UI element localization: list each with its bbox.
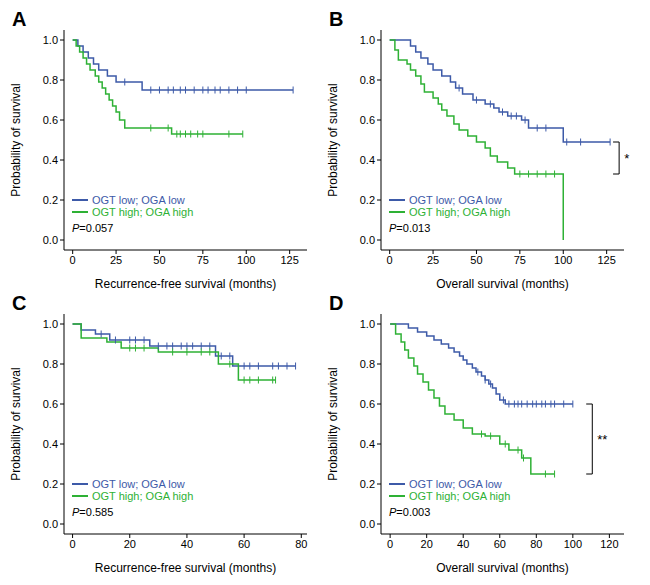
svg-text:125: 125 — [597, 254, 615, 266]
html-text:OGT low; OGA low: OGT low; OGA low — [409, 194, 502, 206]
svg-text:40: 40 — [181, 538, 193, 550]
html-text:A: A — [12, 8, 27, 30]
svg-text:0.8: 0.8 — [360, 358, 375, 370]
svg-text:20: 20 — [124, 538, 136, 550]
svg-text:0.2: 0.2 — [360, 478, 375, 490]
svg-text:1.0: 1.0 — [43, 34, 58, 46]
svg-text:0.6: 0.6 — [360, 114, 375, 126]
html-text:OGT high; OGA high: OGT high; OGA high — [92, 206, 194, 218]
html-text:B: B — [329, 8, 344, 30]
svg-text:50: 50 — [153, 254, 165, 266]
html-text:OGT high; OGA high: OGT high; OGA high — [409, 206, 511, 218]
svg-text:*: * — [624, 151, 629, 166]
svg-text:20: 20 — [421, 538, 433, 550]
svg-text:100: 100 — [554, 254, 572, 266]
svg-text:Overall survival (months): Overall survival (months) — [436, 561, 569, 575]
svg-text:0.0: 0.0 — [43, 234, 58, 246]
svg-text:60: 60 — [494, 538, 506, 550]
html-text:D: D — [329, 292, 344, 314]
svg-text:Probability of survival: Probability of survival — [9, 83, 23, 196]
svg-text:80: 80 — [530, 538, 542, 550]
svg-text:0.6: 0.6 — [43, 398, 58, 410]
svg-text:1.0: 1.0 — [360, 34, 375, 46]
html-text:P =0.057: P =0.057 — [72, 222, 114, 234]
svg-text:Recurrence-free survival (mont: Recurrence-free survival (months) — [95, 277, 276, 291]
html-text:P =0.003: P =0.003 — [389, 506, 431, 518]
svg-text:0: 0 — [387, 254, 393, 266]
svg-text:0.4: 0.4 — [360, 438, 375, 450]
svg-text:0.0: 0.0 — [43, 518, 58, 530]
svg-text:0.8: 0.8 — [360, 74, 375, 86]
svg-text:Probability of survival: Probability of survival — [326, 367, 340, 480]
svg-text:100: 100 — [564, 538, 582, 550]
svg-text:1.0: 1.0 — [43, 318, 58, 330]
html-text:OGT low; OGA low: OGT low; OGA low — [409, 478, 502, 490]
svg-text:0.8: 0.8 — [43, 74, 58, 86]
svg-text:Recurrence-free survival (mont: Recurrence-free survival (months) — [95, 561, 276, 575]
svg-text:Probability of survival: Probability of survival — [9, 367, 23, 480]
svg-text:0: 0 — [70, 254, 76, 266]
svg-text:125: 125 — [280, 254, 298, 266]
html-text:OGT high; OGA high: OGT high; OGA high — [409, 490, 511, 502]
svg-text:75: 75 — [197, 254, 209, 266]
svg-text:0.4: 0.4 — [43, 438, 58, 450]
svg-text:25: 25 — [110, 254, 122, 266]
svg-text:0.0: 0.0 — [360, 234, 375, 246]
html-text:OGT high; OGA high: OGT high; OGA high — [92, 490, 194, 502]
svg-text:80: 80 — [295, 538, 307, 550]
svg-text:25: 25 — [427, 254, 439, 266]
svg-text:0.8: 0.8 — [43, 358, 58, 370]
svg-text:0.2: 0.2 — [43, 194, 58, 206]
svg-text:0.0: 0.0 — [360, 518, 375, 530]
html-text:P =0.585: P =0.585 — [72, 506, 114, 518]
html-text:P =0.013: P =0.013 — [389, 222, 431, 234]
svg-text:**: ** — [597, 432, 607, 447]
html-text:OGT low; OGA low: OGT low; OGA low — [92, 194, 185, 206]
html-text:OGT low; OGA low: OGT low; OGA low — [92, 478, 185, 490]
svg-text:1.0: 1.0 — [360, 318, 375, 330]
svg-text:100: 100 — [237, 254, 255, 266]
svg-text:0.6: 0.6 — [360, 398, 375, 410]
svg-text:120: 120 — [600, 538, 618, 550]
svg-text:0.2: 0.2 — [43, 478, 58, 490]
svg-text:75: 75 — [514, 254, 526, 266]
svg-text:0.6: 0.6 — [43, 114, 58, 126]
svg-text:60: 60 — [238, 538, 250, 550]
svg-text:0.4: 0.4 — [360, 154, 375, 166]
svg-text:Overall survival (months): Overall survival (months) — [436, 277, 569, 291]
svg-text:40: 40 — [457, 538, 469, 550]
svg-text:0: 0 — [387, 538, 393, 550]
svg-text:0.4: 0.4 — [43, 154, 58, 166]
svg-text:0: 0 — [70, 538, 76, 550]
svg-text:0.2: 0.2 — [360, 194, 375, 206]
html-text:C: C — [12, 292, 27, 314]
svg-text:50: 50 — [470, 254, 482, 266]
svg-text:Probability of survival: Probability of survival — [326, 83, 340, 196]
